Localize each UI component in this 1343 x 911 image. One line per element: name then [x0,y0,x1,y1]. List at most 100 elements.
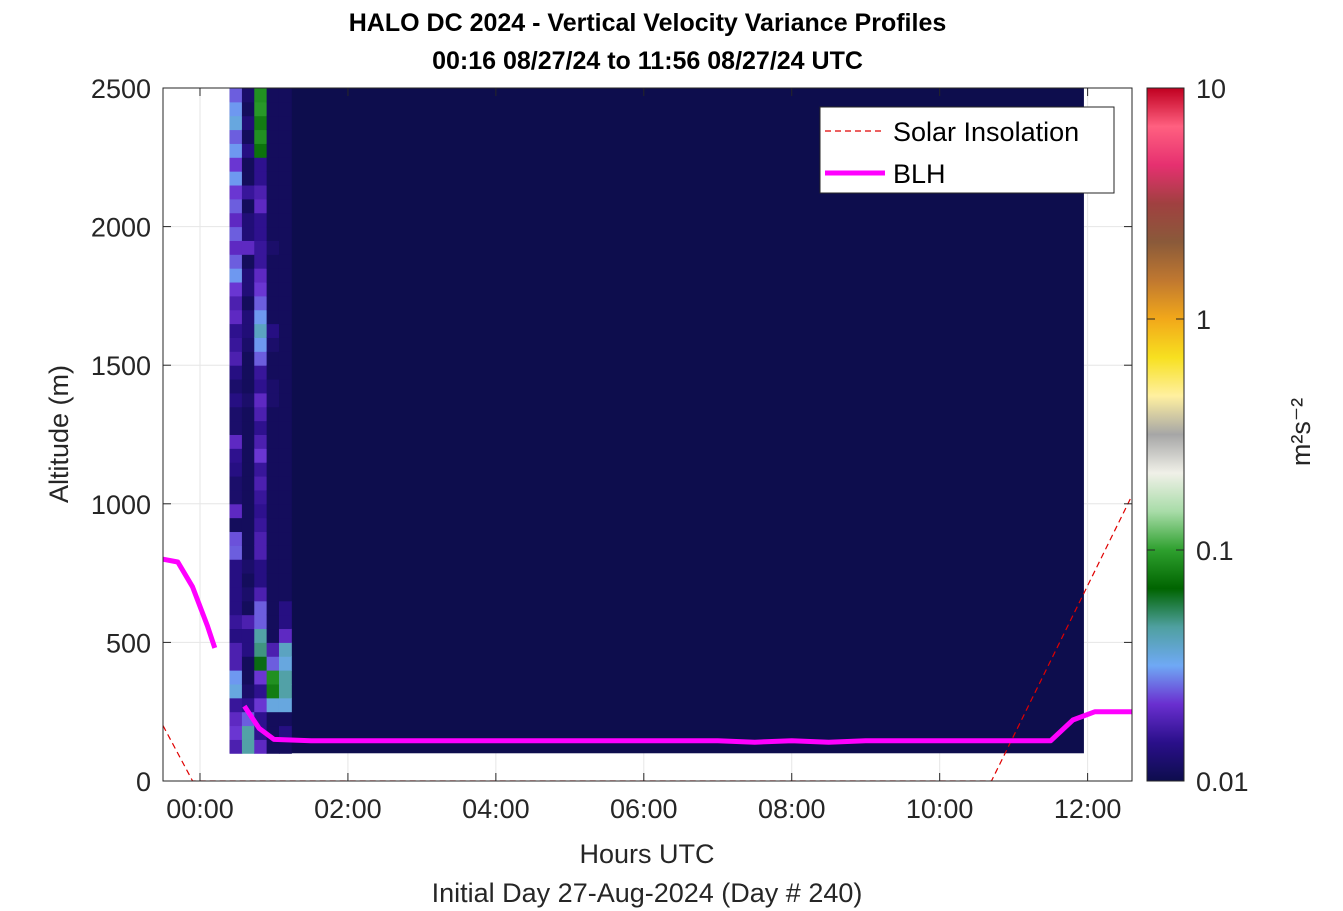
heatmap-cell [254,240,268,255]
heatmap-cell [278,573,292,588]
heatmap-cell [241,614,255,630]
heatmap-cell [229,489,243,505]
heatmap-cell [278,420,292,435]
heatmap-cell [254,295,268,311]
heatmap-cell [229,185,243,200]
heatmap-cell [241,739,255,754]
heatmap-cell [278,739,292,754]
heatmap-cell [254,185,268,200]
heatmap-cell [241,185,255,200]
heatmap-cell [266,642,280,657]
heatmap-cell [254,129,268,144]
y-tick-label: 2000 [91,213,151,243]
heatmap-cell [278,282,292,297]
legend-box [819,106,1115,194]
heatmap-cell [278,503,292,519]
heatmap-cell [278,545,292,560]
heatmap-cell [241,143,255,158]
heatmap-cell [254,309,268,325]
heatmap-cell [241,462,255,477]
heatmap-cell [266,323,280,338]
heatmap-cell [278,323,292,338]
heatmap-cell [254,212,268,228]
heatmap-cell [229,101,243,117]
heatmap-cell [266,517,280,533]
heatmap-cell [241,226,255,241]
heatmap-cell [229,725,243,740]
y-axis: 0 500 1000 1500 2000 2500 [91,74,1132,797]
heatmap-cell [278,489,292,505]
heatmap-cell [241,101,255,117]
heatmap-cell [241,240,255,255]
heatmap-cell [278,171,292,186]
heatmap-cell [266,420,280,435]
heatmap-cell [254,642,268,657]
heatmap-cell [229,462,243,477]
heatmap-cell [266,88,280,103]
heatmap-cell [241,157,255,172]
heatmap-cell [266,143,280,158]
y-tick-label: 1500 [91,351,151,381]
heatmap-cell [229,628,243,643]
heatmap-cell [241,489,255,505]
heatmap-cell [278,448,292,463]
heatmap-cell [254,739,268,754]
heatmap-cell [229,309,243,325]
heatmap-cell [241,309,255,325]
heatmap-cell [254,476,268,491]
heatmap-cell [278,711,292,727]
heatmap-cell [254,697,268,713]
heatmap-cell [229,129,243,144]
heatmap-cell [229,226,243,241]
heatmap-cell [278,351,292,366]
heatmap-cell [266,226,280,241]
heatmap-cell [266,559,280,574]
x-tick-label: 12:00 [1054,794,1122,824]
heatmap-cell [229,240,243,255]
heatmap-cell [266,476,280,491]
heatmap-cell [266,295,280,311]
x-tick-label: 04:00 [462,794,530,824]
heatmap-cell [241,379,255,394]
plot-frame [162,87,1133,782]
heatmap-cell [229,559,243,574]
x-axis: 00:00 02:00 04:00 06:00 08:00 10:00 12:00 [166,88,1121,824]
heatmap-cell [229,268,243,283]
heatmap-cell [229,656,243,671]
heatmap-cell [254,420,268,435]
heatmap-cell [266,448,280,463]
blh-line [242,704,1132,745]
heatmap-cell [241,351,255,366]
y-tick-label: 0 [136,767,151,797]
heatmap-cell [278,337,292,352]
heatmap-cell [229,697,243,713]
heatmap-cell [266,365,280,380]
heatmap-cell [229,739,243,754]
heatmap-cell [229,143,243,158]
heatmap-cell [241,88,255,103]
heatmap-cell [266,282,280,297]
y-tick-label: 2500 [91,74,151,104]
heatmap-cell [266,434,280,449]
heatmap-cell [254,434,268,449]
legend-blh-label: BLH [893,159,946,189]
heatmap-cell [229,711,243,727]
heatmap-cell [254,628,268,643]
heatmap-cell [254,254,268,269]
heatmap-cell [278,198,292,214]
heatmap-cell [266,586,280,602]
y-axis-label: Altitude (m) [44,365,74,503]
heatmap-cell [241,337,255,352]
heatmap-cell [254,406,268,422]
heatmap-cell [266,185,280,200]
x-tick-label: 08:00 [758,794,826,824]
heatmap-cell [266,656,280,671]
heatmap-cell [278,725,292,740]
heatmap-cell [254,573,268,588]
heatmap-cell [278,670,292,685]
heatmap-cell [254,517,268,533]
heatmap-cell [254,171,268,186]
heatmap-cell [241,420,255,435]
